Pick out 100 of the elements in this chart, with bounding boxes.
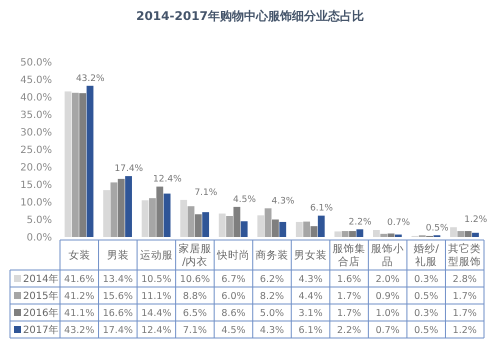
legend-label: 2015年 — [23, 290, 58, 302]
y-tick-label: 5.0% — [26, 215, 52, 226]
y-tick-label: 25.0% — [20, 145, 52, 156]
data-label: 11.1% — [141, 290, 172, 302]
text: 0.7% — [387, 218, 410, 228]
x-tick-label: 婚纱/礼服 — [413, 242, 440, 268]
data-label: 5.0% — [260, 308, 284, 319]
data-label: 8.2% — [260, 290, 284, 302]
bar — [257, 215, 264, 237]
legend-label: 2014年 — [23, 273, 58, 285]
data-label: 6.7% — [221, 274, 246, 285]
data-label: 1.7% — [337, 290, 362, 302]
bar — [156, 186, 164, 237]
text: 17.4% — [114, 164, 144, 174]
text: 4.3% — [272, 196, 294, 206]
text: 4.5% — [233, 194, 256, 205]
data-label: 43.2% — [64, 324, 94, 336]
data-label: 6.1% — [298, 324, 323, 336]
data-label: 4.4% — [298, 290, 323, 302]
data-label: 12.4% — [141, 324, 172, 336]
legend-label: 2016年 — [23, 307, 58, 319]
data-label: 1.7% — [452, 308, 477, 319]
x-tick-label: 快时尚 — [216, 248, 250, 262]
bar — [226, 216, 233, 237]
data-label: 7.1% — [182, 324, 207, 336]
bar — [342, 231, 349, 237]
data-label: 14.4% — [141, 308, 172, 319]
y-tick-label: 30.0% — [20, 128, 52, 138]
bar — [380, 234, 388, 237]
data-label: 6.2% — [260, 274, 284, 285]
text: 1.2% — [464, 215, 488, 226]
text: 6.1% — [310, 204, 333, 214]
data-label: 0.5% — [414, 290, 438, 302]
bar — [202, 212, 210, 237]
bar — [457, 231, 464, 237]
y-tick-label: 10.0% — [20, 198, 52, 208]
data-label: 4.3% — [260, 324, 284, 336]
data-label: 8.6% — [221, 308, 246, 319]
data-label: 10.5% — [141, 274, 172, 285]
x-tick-label: 运动服 — [140, 248, 173, 262]
y-tick-label: 35.0% — [20, 110, 52, 121]
data-label: 0.3% — [414, 308, 438, 319]
x-tick-label: 男女装 — [294, 248, 328, 262]
x-tick-label: 其它类型服饰 — [448, 242, 482, 268]
text: 43.2% — [76, 74, 105, 84]
text: 7.1% — [194, 188, 218, 198]
bar — [279, 222, 286, 237]
data-label: 3.1% — [298, 308, 323, 319]
y-tick-label: 50.0% — [20, 58, 52, 68]
x-tick-label: 服饰小品 — [371, 242, 404, 268]
bar — [79, 93, 86, 237]
bar — [240, 221, 248, 237]
bar — [180, 200, 188, 237]
text: 0.5% — [426, 223, 449, 234]
x-tick-label: 商务装 — [256, 248, 288, 262]
data-label: 41.1% — [64, 308, 94, 319]
bar — [149, 198, 156, 237]
bar — [142, 200, 149, 237]
data-label: 2.8% — [452, 274, 477, 285]
bar — [218, 214, 226, 237]
data-label: 1.7% — [337, 308, 362, 319]
x-tick-label: 男装 — [106, 248, 129, 262]
bar — [372, 230, 380, 237]
bar — [264, 208, 272, 237]
x-tick-label: 服饰集合店 — [332, 243, 366, 268]
data-label: 1.7% — [452, 290, 477, 302]
bar — [349, 231, 356, 237]
data-label: 0.3% — [414, 274, 438, 285]
bar — [64, 91, 72, 237]
data-label: 17.4% — [102, 324, 133, 336]
bar — [318, 216, 325, 237]
bar — [188, 206, 194, 237]
data-label: 6.0% — [221, 290, 246, 302]
bar — [86, 86, 94, 237]
data-label: 0.9% — [376, 290, 400, 302]
bar — [450, 227, 457, 237]
data-label: 16.6% — [102, 308, 133, 319]
data-label: 4.5% — [221, 324, 246, 336]
bar — [164, 194, 171, 237]
data-label: 10.6% — [180, 274, 210, 285]
data-label: 13.4% — [102, 274, 133, 285]
text: 2.2% — [348, 217, 372, 228]
bar — [194, 214, 202, 237]
data-label: 41.6% — [64, 274, 94, 285]
data-label: 15.6% — [102, 290, 133, 302]
data-label: 0.7% — [376, 324, 400, 336]
text: 12.4% — [153, 174, 182, 185]
bar — [118, 178, 125, 237]
chart-title: 2014-2017年购物中心服饰细分业态占比 — [136, 9, 364, 23]
bar — [472, 232, 479, 237]
y-tick-label: 45.0% — [20, 75, 52, 86]
bar — [356, 229, 364, 237]
data-label: 2.0% — [376, 274, 400, 285]
bar — [464, 231, 472, 237]
data-label: 0.5% — [414, 324, 438, 336]
y-tick-label: 0.0% — [26, 232, 52, 244]
bar — [334, 231, 342, 237]
data-label: 4.3% — [298, 274, 323, 285]
bar — [125, 176, 132, 237]
data-label: 1.0% — [376, 308, 400, 319]
